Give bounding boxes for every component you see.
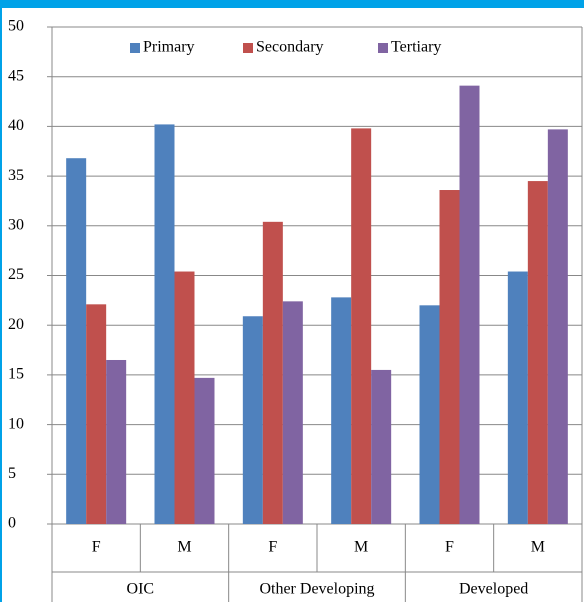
x-tick-label: F — [445, 539, 454, 556]
x-tick-label: M — [531, 539, 545, 556]
bar — [331, 297, 352, 524]
group-label: Other Developing — [259, 581, 374, 598]
group-label: Developed — [459, 581, 528, 598]
y-tick-label: 40 — [8, 117, 24, 134]
legend-swatch — [243, 43, 253, 53]
top-border — [0, 0, 584, 8]
left-border — [0, 0, 2, 602]
legend-label: Primary — [143, 39, 195, 56]
legend-label: Tertiary — [391, 39, 441, 56]
bar — [66, 158, 87, 524]
y-tick-label: 20 — [8, 316, 24, 333]
y-tick-label: 5 — [8, 465, 16, 482]
legend-swatch — [130, 43, 140, 53]
y-tick-label: 35 — [8, 167, 24, 184]
bar — [86, 304, 107, 524]
x-tick-label: F — [268, 539, 277, 556]
bar — [174, 271, 195, 524]
bar — [439, 190, 460, 525]
y-tick-label: 25 — [8, 266, 24, 283]
y-tick-label: 50 — [8, 18, 24, 35]
bar — [527, 181, 548, 524]
bar — [459, 85, 480, 525]
legend-label: Secondary — [256, 39, 324, 56]
bar — [194, 377, 215, 524]
y-tick-label: 10 — [8, 415, 24, 432]
y-tick-label: 45 — [8, 67, 24, 84]
bar — [106, 359, 127, 524]
group-label: OIC — [127, 581, 155, 598]
x-tick-label: F — [92, 539, 101, 556]
bar — [154, 124, 175, 525]
legend-swatch — [378, 43, 388, 53]
bar — [371, 369, 392, 524]
x-tick-label: M — [177, 539, 191, 556]
bar — [282, 301, 303, 524]
y-tick-label: 15 — [8, 366, 24, 383]
bar — [351, 128, 372, 524]
bar — [242, 316, 263, 524]
y-tick-label: 0 — [8, 515, 16, 532]
bar — [262, 221, 283, 524]
bar — [419, 305, 440, 524]
x-tick-label: M — [354, 539, 368, 556]
bar — [507, 271, 528, 524]
bar — [547, 129, 568, 524]
y-tick-label: 30 — [8, 216, 24, 233]
